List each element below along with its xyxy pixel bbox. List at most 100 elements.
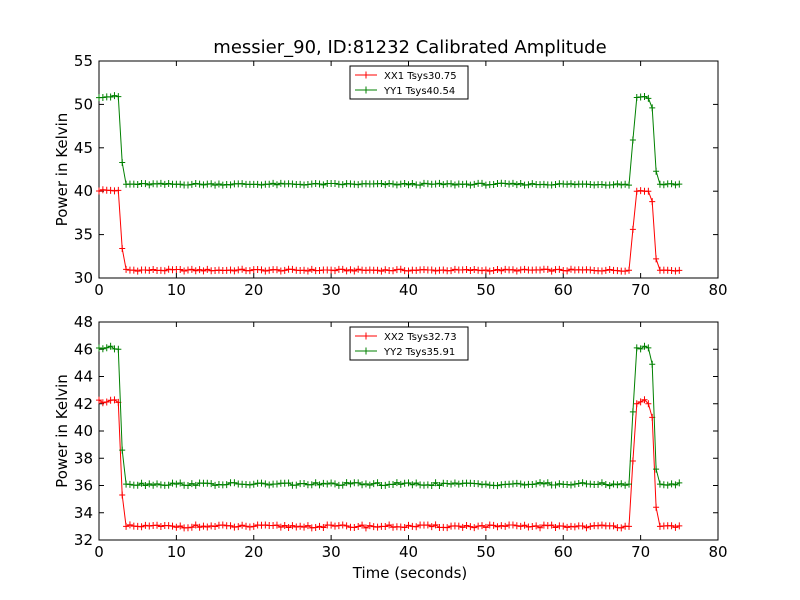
data-point-marker (277, 179, 284, 187)
data-point-marker (595, 522, 602, 530)
data-point-marker (142, 180, 149, 188)
top-x-tick-label: 40 (399, 281, 418, 299)
bottom-y-tick-label: 32 (74, 531, 93, 549)
data-point-marker (146, 181, 153, 189)
data-point-marker (672, 481, 679, 489)
data-point-marker (227, 522, 234, 530)
data-point-marker (498, 267, 505, 275)
data-point-marker (316, 522, 323, 530)
data-point-marker (424, 521, 431, 529)
bottom-x-tick-label: 60 (554, 543, 573, 561)
data-point-marker (649, 360, 656, 368)
data-point-marker (111, 396, 118, 404)
data-point-marker (123, 265, 130, 273)
data-point-marker (467, 181, 474, 189)
data-point-marker (626, 480, 633, 488)
data-point-marker (273, 266, 280, 274)
data-point-marker (475, 480, 482, 488)
data-point-marker (626, 181, 633, 189)
data-point-marker (525, 181, 532, 189)
data-point-marker (649, 198, 656, 206)
data-point-marker (579, 479, 586, 487)
data-point-marker (479, 179, 486, 187)
top-x-tick-label: 60 (554, 281, 573, 299)
data-point-marker (502, 179, 509, 187)
data-point-marker (157, 522, 164, 530)
data-point-marker (610, 181, 617, 189)
data-point-marker (99, 345, 106, 353)
data-point-marker (513, 479, 520, 487)
data-point-marker (355, 523, 362, 531)
data-point-marker (96, 187, 102, 195)
data-point-marker (208, 480, 215, 488)
data-point-marker (270, 179, 277, 187)
data-point-marker (637, 93, 644, 101)
data-point-marker (629, 457, 636, 465)
data-point-marker (343, 267, 350, 275)
data-point-marker (610, 522, 617, 530)
data-point-marker (258, 266, 265, 274)
data-point-marker (533, 522, 540, 530)
data-point-marker (444, 524, 451, 532)
data-point-marker (289, 265, 296, 273)
data-point-marker (397, 265, 404, 273)
data-point-marker (370, 480, 377, 488)
data-point-marker (200, 267, 207, 275)
data-point-marker (304, 267, 311, 275)
data-point-marker (312, 523, 319, 531)
data-point-marker (378, 267, 385, 275)
data-point-marker (308, 265, 315, 273)
data-point-marker (351, 267, 358, 275)
data-point-marker (653, 465, 660, 473)
data-point-marker (115, 345, 122, 353)
data-point-marker (629, 408, 636, 416)
bottom-x-tick-label: 50 (476, 543, 495, 561)
data-point-marker (258, 479, 265, 487)
data-point-marker (165, 265, 172, 273)
top-series-1 (96, 186, 683, 275)
data-point-marker (293, 523, 300, 531)
top-x-tick-label: 70 (631, 281, 650, 299)
bottom-y-tick-label: 36 (74, 477, 93, 495)
data-point-marker (177, 479, 184, 487)
data-point-marker (254, 180, 261, 188)
data-point-marker (537, 266, 544, 274)
data-point-marker (246, 523, 253, 531)
data-point-marker (409, 481, 416, 489)
data-point-marker (343, 522, 350, 530)
data-point-marker (622, 481, 629, 489)
data-point-marker (455, 522, 462, 530)
data-point-marker (424, 180, 431, 188)
top-y-tick-label: 35 (74, 226, 93, 244)
data-point-marker (537, 524, 544, 532)
data-point-marker (602, 480, 609, 488)
data-point-marker (250, 522, 257, 530)
data-point-marker (165, 179, 172, 187)
data-point-marker (672, 523, 679, 531)
data-point-marker (564, 523, 571, 531)
data-point-marker (285, 479, 292, 487)
data-point-marker (548, 267, 555, 275)
data-point-marker (614, 267, 621, 275)
data-point-marker (308, 481, 315, 489)
data-point-marker (660, 181, 667, 189)
data-point-marker (386, 521, 393, 529)
data-point-marker (672, 181, 679, 189)
data-point-marker (239, 265, 246, 273)
data-point-marker (405, 479, 412, 487)
data-point-marker (529, 180, 536, 188)
data-point-marker (138, 523, 145, 531)
data-point-marker (517, 266, 524, 274)
data-point-marker (390, 180, 397, 188)
bottom-y-tick-label: 42 (74, 395, 93, 413)
data-point-marker (653, 255, 660, 263)
data-point-marker (587, 522, 594, 530)
data-point-marker (552, 523, 559, 531)
data-point-marker (560, 522, 567, 530)
data-point-marker (173, 523, 180, 531)
data-point-marker (324, 480, 331, 488)
data-point-marker (312, 479, 319, 487)
data-point-marker (424, 481, 431, 489)
data-point-marker (645, 187, 652, 195)
